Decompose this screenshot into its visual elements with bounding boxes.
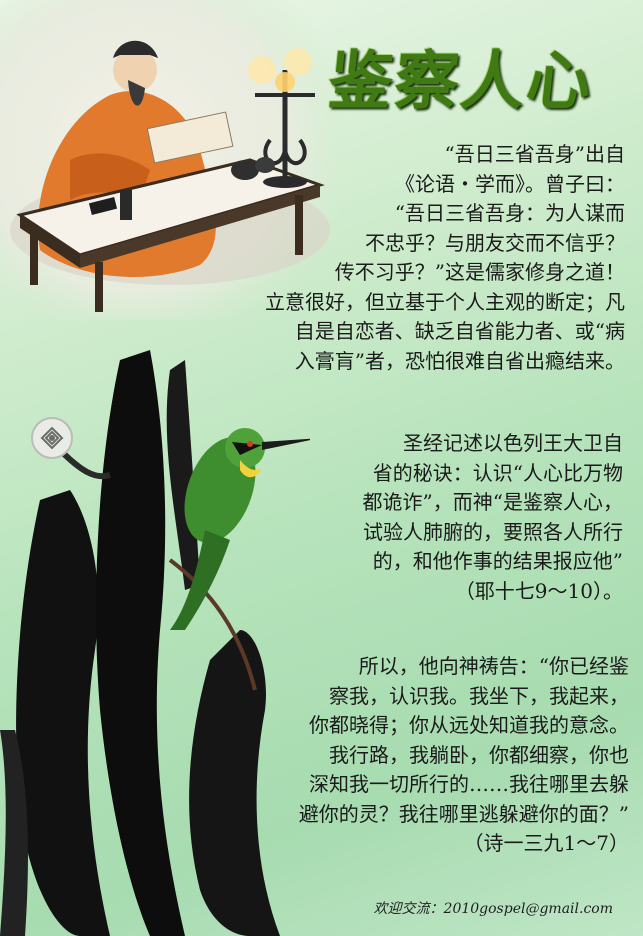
text-line: “吾日三省吾身：为人谋而 xyxy=(394,201,625,225)
knot-emblem-icon xyxy=(31,417,73,459)
text-line: “吾日三省吾身”出自 xyxy=(444,142,625,166)
text-line: 深知我一切所行的……我往哪里去躲 xyxy=(309,772,629,796)
paragraph-david-secret: 圣经记述以色列王大卫自 省的秘诀：认识“人心比万物 都诡诈”，而神“是鉴察人心，… xyxy=(363,429,623,606)
text-line: 《论语・学而》。曾子曰： xyxy=(395,171,625,196)
text-line: 的，和他作事的结果报应他” xyxy=(372,549,623,573)
text-line: 入膏肓”者，恐怕很难自省出瘾结来。 xyxy=(294,348,625,373)
text-line: （耶十七9～10）。 xyxy=(454,578,623,603)
text-line: 避你的灵？我往哪里逃躲避你的面？” xyxy=(298,801,629,826)
ink-brush-bird-illustration xyxy=(0,350,310,936)
page-title: 鉴察人心 xyxy=(324,44,597,119)
text-line: （诗一三九1～7） xyxy=(463,831,629,855)
contact-email-text: 欢迎交流：2010gospel@gmail.com xyxy=(373,901,613,917)
text-line: 试验人肺腑的，要照各人所行 xyxy=(363,519,623,544)
text-line: 都诡诈”，而神“是鉴察人心， xyxy=(362,490,623,514)
paragraph-self-reflection: “吾日三省吾身”出自 《论语・学而》。曾子曰： “吾日三省吾身：为人谋而 不忠乎… xyxy=(265,140,625,376)
text-line: 我行路，我躺卧，你都细察，你也 xyxy=(329,742,629,767)
text-line: 不忠乎？与朋友交而不信乎？ xyxy=(365,230,625,255)
text-line: 省的秘诀：认识“人心比万物 xyxy=(372,460,623,485)
paragraph-prayer: 所以，他向神祷告：“你已经鉴 察我，认识我。我坐下，我起来， 你都晓得；你从远处… xyxy=(299,652,629,859)
text-line: 传不习乎？”这是儒家修身之道！ xyxy=(334,260,625,284)
text-line: 你都晓得；你从远处知道我的意念。 xyxy=(309,713,629,737)
sage-painting-illustration xyxy=(0,0,340,320)
text-line: 立意很好，但立基于个人主观的断定；凡 xyxy=(265,289,625,314)
text-line: 自是自恋者、缺乏自省能力者、或“病 xyxy=(294,319,625,343)
text-line: 所以，他向神祷告：“你已经鉴 xyxy=(358,654,629,678)
text-line: 察我，认识我。我坐下，我起来， xyxy=(329,683,629,708)
text-line: 圣经记述以色列王大卫自 xyxy=(403,431,623,455)
